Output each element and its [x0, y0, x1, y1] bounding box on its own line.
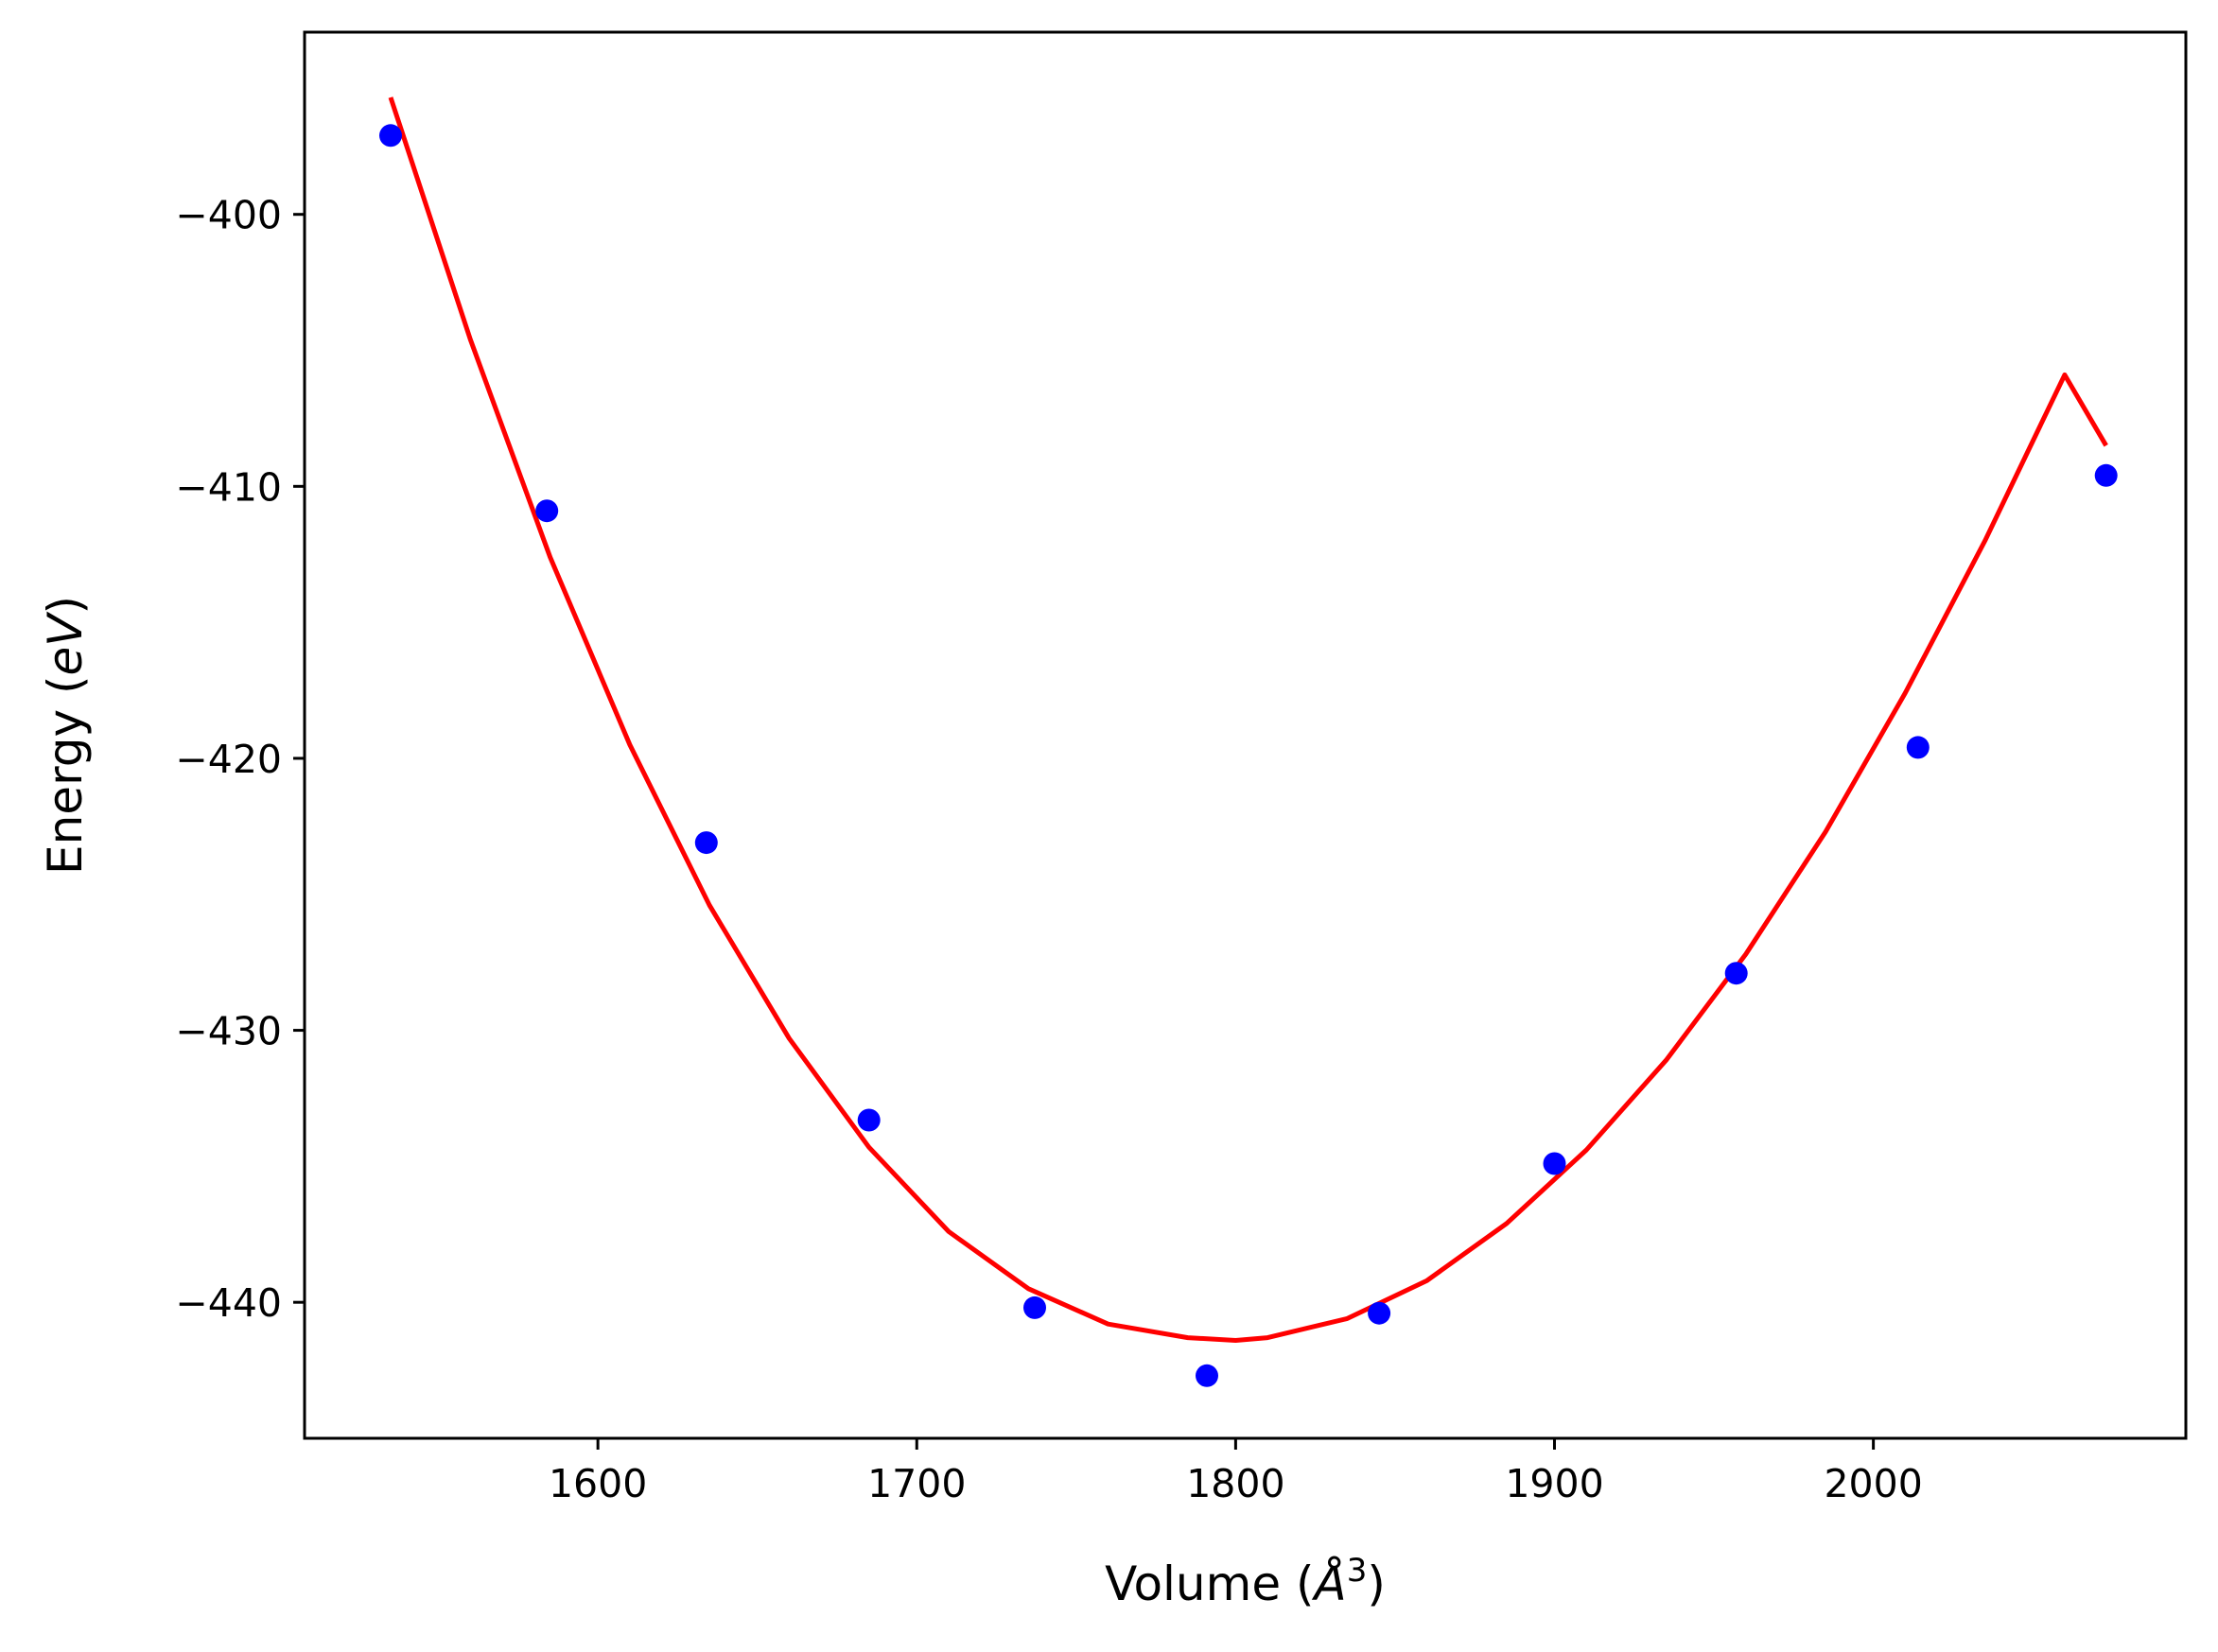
x-axis-title-exponent: 3: [1347, 1552, 1368, 1590]
data-point: [1023, 1296, 1046, 1319]
y-axis-title-text: Energy (: [38, 676, 93, 875]
y-tick-label: −440: [175, 1280, 282, 1326]
x-axis-title: Volume (Å3): [1105, 1552, 1386, 1611]
plot-marks: [379, 96, 2118, 1387]
data-point: [1724, 962, 1748, 985]
data-point: [857, 1108, 881, 1132]
data-point: [1196, 1364, 1218, 1387]
plot-frame: [303, 30, 2188, 1440]
y-axis-title-unit: eV: [38, 611, 93, 676]
data-point: [379, 124, 402, 148]
data-point: [694, 831, 718, 855]
x-tick-label: 1600: [549, 1461, 647, 1506]
y-tick-label: −420: [175, 737, 282, 782]
data-point: [2094, 463, 2118, 487]
x-tick-label: 2000: [1824, 1461, 1922, 1506]
y-tick-label: −400: [175, 193, 282, 238]
x-tick-label: 1700: [867, 1461, 966, 1506]
y-tick-label: −430: [175, 1009, 282, 1054]
x-axis-ticks: 1600 1700 1800 1900 2000: [549, 1438, 1923, 1506]
y-axis-ticks: −400 −410 −420 −430 −440: [175, 193, 305, 1326]
x-tick-label: 1900: [1505, 1461, 1603, 1506]
data-point: [1543, 1152, 1566, 1175]
data-point: [535, 499, 559, 523]
x-axis-title-unit: Å: [1312, 1556, 1347, 1611]
data-point: [1368, 1301, 1391, 1325]
x-tick-label: 1800: [1186, 1461, 1284, 1506]
y-axis-title: Energy (eV): [38, 596, 93, 875]
y-tick-label: −410: [175, 464, 282, 510]
x-axis-title-text: Volume (: [1105, 1556, 1314, 1611]
y-axis-title-close: ): [38, 596, 93, 615]
x-axis-title-close: ): [1367, 1556, 1386, 1611]
data-point: [1906, 736, 1930, 759]
fit-curve: [388, 96, 2108, 1343]
